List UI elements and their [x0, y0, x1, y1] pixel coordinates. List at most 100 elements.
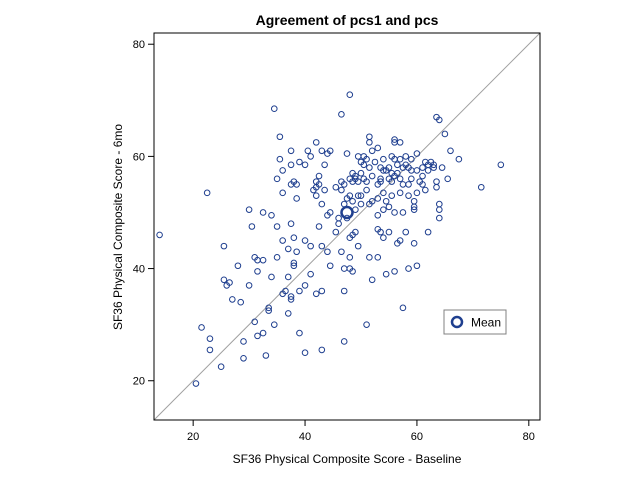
data-point	[424, 228, 432, 236]
data-point	[394, 169, 401, 177]
data-point	[380, 167, 387, 174]
data-point	[237, 298, 245, 306]
data-point	[318, 242, 326, 250]
data-point	[391, 209, 398, 216]
y-tick-label: 20	[133, 376, 145, 388]
data-point	[438, 164, 446, 171]
data-point	[399, 181, 407, 188]
data-point	[265, 307, 272, 314]
data-point	[363, 321, 370, 328]
x-tick-label: 20	[187, 431, 199, 443]
data-point	[394, 161, 401, 169]
data-point	[332, 183, 340, 191]
data-point	[436, 206, 443, 213]
data-point	[399, 209, 407, 216]
data-point	[259, 329, 267, 337]
x-tick-label: 40	[299, 431, 311, 443]
data-point	[410, 206, 418, 213]
data-point	[399, 304, 407, 312]
data-point	[279, 167, 286, 174]
data-point	[287, 293, 295, 300]
data-point	[405, 181, 412, 188]
data-point	[354, 192, 362, 199]
data-point	[430, 164, 438, 171]
data-point	[270, 321, 278, 328]
data-point	[315, 172, 323, 180]
data-point	[396, 237, 404, 244]
data-point	[296, 287, 303, 295]
data-point	[413, 189, 421, 197]
data-point	[408, 175, 415, 183]
data-point	[326, 262, 334, 270]
data-point	[318, 200, 326, 208]
data-point	[326, 209, 334, 216]
data-point	[262, 352, 270, 359]
data-points	[156, 91, 505, 387]
data-point	[293, 181, 300, 188]
data-point	[377, 228, 384, 236]
data-point	[220, 276, 228, 284]
data-point	[354, 178, 362, 185]
data-point	[290, 262, 298, 270]
data-point	[374, 144, 382, 152]
data-point	[352, 172, 359, 180]
data-point	[203, 189, 211, 197]
mean-marker	[340, 205, 354, 220]
data-point	[290, 259, 298, 267]
data-point	[318, 346, 326, 354]
data-point	[276, 133, 284, 141]
data-point	[436, 116, 443, 124]
data-point	[396, 189, 404, 197]
data-point	[388, 178, 396, 185]
data-point	[374, 211, 382, 219]
data-point	[248, 223, 256, 230]
data-point	[321, 161, 328, 169]
data-point	[220, 242, 228, 250]
data-point	[368, 172, 376, 180]
data-point	[349, 197, 356, 205]
data-point	[321, 186, 328, 194]
data-point	[410, 197, 418, 205]
data-point	[340, 265, 348, 272]
data-point	[270, 105, 278, 113]
data-point	[265, 304, 272, 312]
data-point	[354, 153, 362, 160]
data-point	[357, 192, 365, 199]
data-point	[433, 178, 440, 185]
data-point	[206, 335, 214, 342]
data-point	[430, 161, 438, 169]
data-point	[388, 192, 396, 199]
data-point	[346, 254, 354, 261]
data-point	[424, 167, 432, 174]
data-point	[377, 178, 384, 185]
data-point	[396, 175, 404, 183]
data-point	[402, 228, 410, 236]
data-point	[301, 349, 309, 356]
data-point	[368, 147, 376, 155]
data-point	[340, 287, 348, 295]
data-point	[206, 346, 214, 354]
data-point	[444, 175, 451, 183]
y-tick-label: 60	[133, 151, 145, 163]
data-point	[273, 254, 281, 261]
data-point	[340, 338, 348, 345]
data-point	[402, 153, 410, 160]
plot-frame	[153, 32, 541, 421]
data-point	[363, 178, 370, 185]
data-point	[335, 220, 342, 227]
data-point	[396, 155, 404, 163]
data-point	[259, 209, 267, 216]
data-point	[268, 273, 275, 281]
data-point	[385, 228, 393, 236]
chart-title: Agreement of pcs1 and pcs	[256, 12, 439, 28]
data-point	[366, 164, 373, 171]
data-point	[396, 139, 404, 146]
legend-mean-label: Mean	[471, 316, 501, 330]
data-point	[357, 169, 365, 177]
data-point	[226, 279, 233, 286]
data-point	[293, 248, 300, 256]
data-point	[385, 164, 393, 171]
data-point	[368, 276, 376, 284]
data-point	[254, 332, 261, 340]
